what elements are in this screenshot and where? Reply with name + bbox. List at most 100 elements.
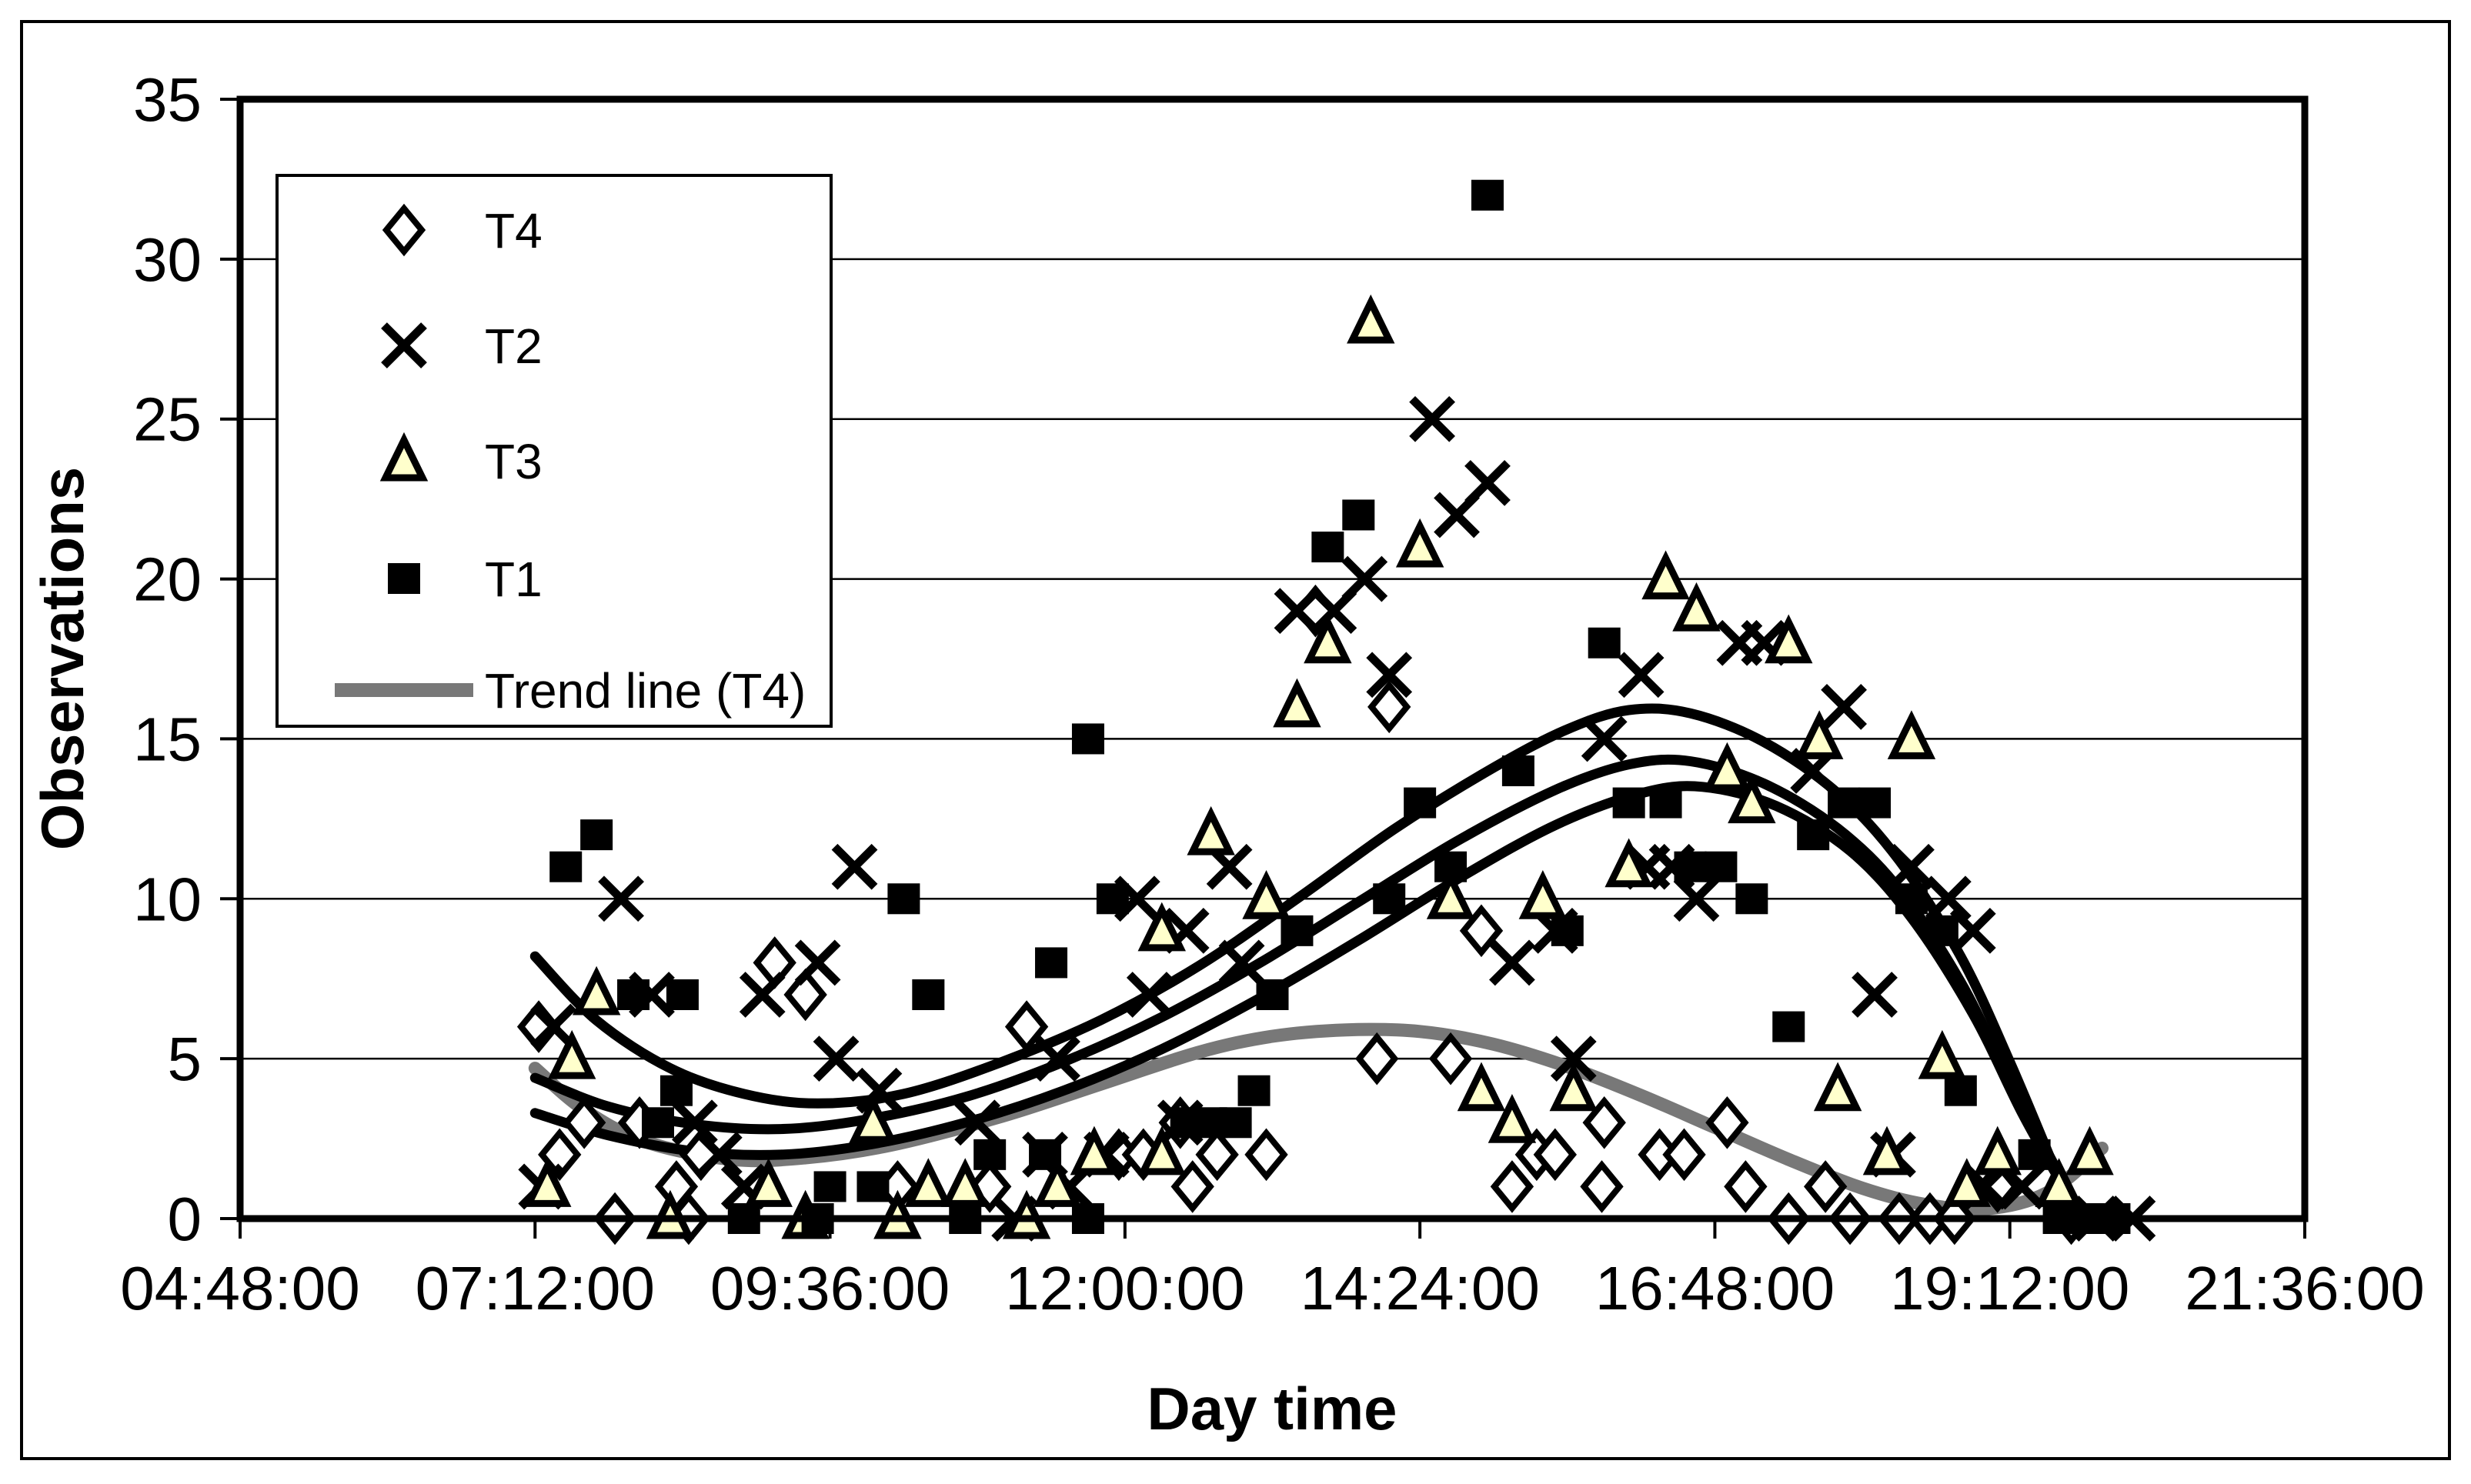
point-T3: [744, 1158, 793, 1207]
point-T1: [1096, 883, 1129, 915]
point-T4: [1724, 1160, 1768, 1213]
point-T2: [739, 972, 786, 1018]
point-T1: [1649, 787, 1682, 819]
point-T3: [1813, 1062, 1862, 1112]
point-T2: [1888, 843, 1935, 890]
point-T1: [1944, 1075, 1977, 1106]
point-T2: [856, 1067, 903, 1114]
point-T4: [1533, 1128, 1577, 1182]
point-T4: [783, 968, 827, 1022]
legend-box: T4 T2 T3 T1 Trend line (T4): [275, 174, 833, 728]
trend-line-t4: [528, 1022, 2109, 1216]
point-T1: [1342, 499, 1375, 531]
point-T3: [1728, 774, 1776, 824]
point-T3: [1641, 550, 1690, 600]
point-T1: [2018, 1139, 2051, 1170]
point-T3: [1672, 582, 1721, 632]
point-T2: [831, 843, 878, 890]
x-tick-label: 14:24:00: [1300, 1254, 1539, 1322]
point-T4: [1355, 1032, 1399, 1085]
point-T4: [1580, 1160, 1624, 1213]
x-axis-tick-labels: 04:48:00 07:12:00 09:36:00 12:00:00 14:24:00…: [120, 1254, 2424, 1322]
point-T2: [1949, 907, 1996, 954]
chart-outer-border: [20, 20, 2451, 1460]
point-T3: [1549, 1062, 1598, 1112]
point-T2: [1581, 715, 1628, 762]
point-T1: [1551, 915, 1584, 946]
point-T3: [1795, 710, 1844, 759]
point-T3: [849, 1094, 897, 1143]
point-T3: [1703, 742, 1751, 792]
point-T3: [1604, 838, 1653, 888]
point-T1: [1674, 851, 1707, 882]
point-T2: [1341, 555, 1388, 602]
point-T4: [1582, 1095, 1626, 1149]
x-tick-label: 09:36:00: [710, 1254, 950, 1322]
plot-area-frame: [236, 95, 2309, 1222]
point-T2: [1464, 459, 1511, 506]
point-T3: [2065, 1126, 2114, 1176]
point-T1: [813, 1171, 846, 1202]
point-T3: [1304, 614, 1352, 664]
point-T1: [1237, 1075, 1271, 1106]
point-T1: [549, 851, 583, 882]
point-T2: [1550, 1035, 1597, 1082]
point-T4: [1244, 1128, 1288, 1182]
point-T3: [1273, 678, 1321, 728]
point-T1: [973, 1139, 1007, 1170]
point-T2: [1618, 652, 1665, 699]
point-T2: [696, 1131, 743, 1178]
point-T3: [904, 1158, 953, 1207]
point-T1: [666, 979, 699, 1010]
point-T2: [1274, 588, 1321, 635]
point-T1: [1797, 819, 1830, 851]
point-T2: [1489, 939, 1535, 986]
point-T1: [1588, 627, 1621, 659]
point-T2: [1218, 939, 1265, 986]
point-T1: [1035, 947, 1068, 979]
point-T2: [1034, 1035, 1080, 1082]
x-tick-label: 16:48:00: [1595, 1254, 1835, 1322]
legend-label-t2: T2: [485, 318, 543, 374]
point-T2: [530, 1003, 577, 1050]
point-T2: [1821, 683, 1868, 730]
point-T3: [1457, 1062, 1506, 1112]
point-T2: [1925, 875, 1972, 922]
point-T1: [1735, 883, 1768, 915]
point-T2: [1409, 395, 1456, 442]
legend-label-trendline: Trend line (T4): [485, 663, 806, 719]
point-T1: [580, 819, 613, 851]
point-T1: [912, 979, 945, 1010]
point-T3: [523, 1158, 572, 1207]
point-T3: [1070, 1126, 1119, 1176]
point-T1: [1373, 883, 1406, 915]
point-T1: [1925, 915, 1958, 946]
y-tick-label: 5: [168, 1025, 202, 1093]
point-T1: [1895, 883, 1928, 915]
point-T3: [1973, 1126, 2022, 1176]
legend-label-t3: T3: [485, 434, 543, 489]
point-T2: [813, 1035, 860, 1082]
x-axis-title: Day time: [1147, 1375, 1397, 1442]
point-T3: [1347, 294, 1395, 344]
point-T4: [1367, 680, 1411, 734]
point-T2: [1852, 972, 1898, 1018]
point-T4: [1803, 1160, 1848, 1213]
point-T2: [1366, 652, 1413, 699]
point-T1: [1612, 787, 1645, 819]
point-T3: [1918, 1029, 1967, 1079]
point-T4: [1004, 1000, 1049, 1053]
y-tick-label: 0: [168, 1185, 202, 1253]
point-T3: [1426, 870, 1475, 919]
point-T1: [1071, 723, 1104, 755]
point-T3: [1187, 805, 1235, 855]
point-T1: [1256, 979, 1289, 1010]
point-T2: [1673, 875, 1720, 922]
point-T1: [1281, 915, 1314, 946]
x-tick-label: 07:12:00: [416, 1254, 655, 1322]
x-tick-label: 21:36:00: [2185, 1254, 2424, 1322]
point-T3: [1765, 614, 1813, 664]
y-tick-label: 10: [133, 865, 202, 933]
